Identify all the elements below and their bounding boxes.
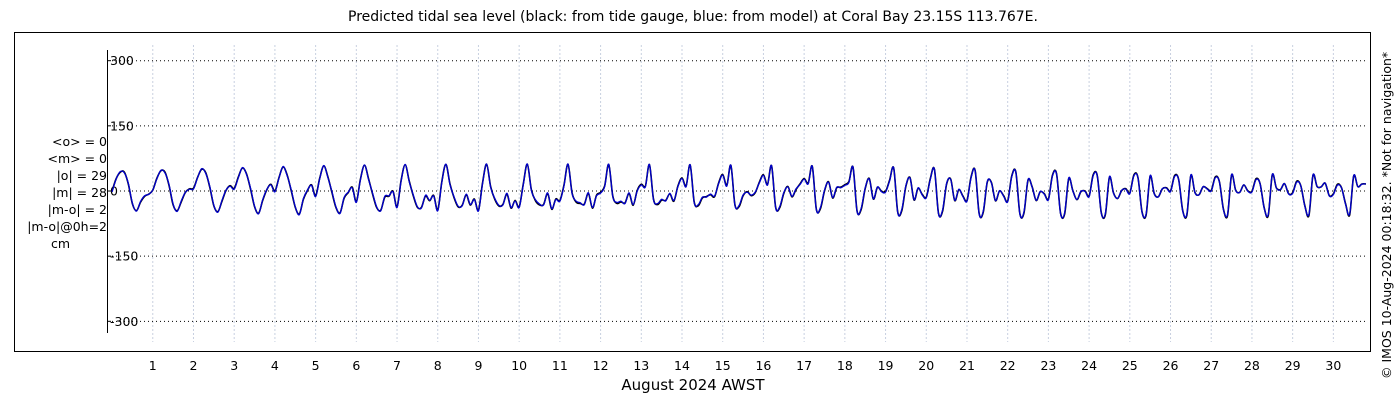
stats-panel: <o> = 0 <m> = 0 |o| = 29 |m| = 28 |m-o| … <box>14 133 107 252</box>
x-tick-label: 28 <box>1244 358 1260 373</box>
y-tick-label: 300 <box>110 53 134 68</box>
y-tick-label: -300 <box>110 314 138 329</box>
y-tick-label: 0 <box>110 184 118 199</box>
x-tick-label: 8 <box>434 358 442 373</box>
x-tick-label: 2 <box>190 358 198 373</box>
x-tick-label: 30 <box>1325 358 1341 373</box>
x-tick-label: 5 <box>312 358 320 373</box>
outer-frame <box>14 32 1371 352</box>
x-tick-label: 9 <box>474 358 482 373</box>
x-tick-label: 18 <box>837 358 853 373</box>
x-tick-label: 11 <box>552 358 568 373</box>
x-tick-label: 29 <box>1285 358 1301 373</box>
x-tick-label: 17 <box>796 358 812 373</box>
stat-unit: cm <box>50 236 71 251</box>
y-gridlines <box>112 60 1368 322</box>
x-tick-label: 1 <box>149 358 157 373</box>
x-tick-label: 7 <box>393 358 401 373</box>
stat-abs-diff: |m-o| = 2 <box>47 202 107 217</box>
y-tick-labels: -300 -150 0 150 300 <box>107 53 138 329</box>
series-lines <box>111 163 1366 220</box>
x-tick-label: 25 <box>1122 358 1138 373</box>
day-gridlines <box>152 45 1334 342</box>
y-tick-label: 150 <box>110 118 134 133</box>
y-tick-label: -150 <box>110 249 138 264</box>
x-tick-label: 22 <box>1000 358 1016 373</box>
stat-mean-model: <m> = 0 <box>47 151 108 166</box>
stat-abs-obs: |o| = 29 <box>56 168 107 183</box>
x-tick-label: 23 <box>1040 358 1056 373</box>
x-tick-label: 19 <box>878 358 894 373</box>
x-tick-label: 13 <box>633 358 649 373</box>
chart-title: Predicted tidal sea level (black: from t… <box>348 9 1038 25</box>
x-tick-label: 20 <box>918 358 934 373</box>
stat-diff-0h: |m-o|@0h=2 <box>27 219 107 234</box>
x-tick-label: 10 <box>511 358 527 373</box>
x-axis-label: August 2024 AWST <box>621 376 765 394</box>
x-tick-labels: 1 2 3 4 5 6 7 8 9 10 11 12 13 14 15 16 17 18 19 20 21 22 23 24 2… <box>149 358 1342 373</box>
x-tick-label: 15 <box>715 358 731 373</box>
x-tick-label: 6 <box>352 358 360 373</box>
x-tick-label: 21 <box>959 358 975 373</box>
stat-abs-model: |m| = 28 <box>52 185 107 200</box>
x-tick-label: 27 <box>1203 358 1219 373</box>
x-tick-label: 24 <box>1081 358 1097 373</box>
x-tick-label: 26 <box>1163 358 1179 373</box>
x-tick-label: 3 <box>230 358 238 373</box>
x-tick-label: 4 <box>271 358 279 373</box>
x-tick-label: 16 <box>755 358 771 373</box>
x-tick-label: 12 <box>593 358 609 373</box>
stat-mean-obs: <o> = 0 <box>52 134 107 149</box>
x-tick-label: 14 <box>674 358 690 373</box>
model-series-line <box>111 163 1366 219</box>
